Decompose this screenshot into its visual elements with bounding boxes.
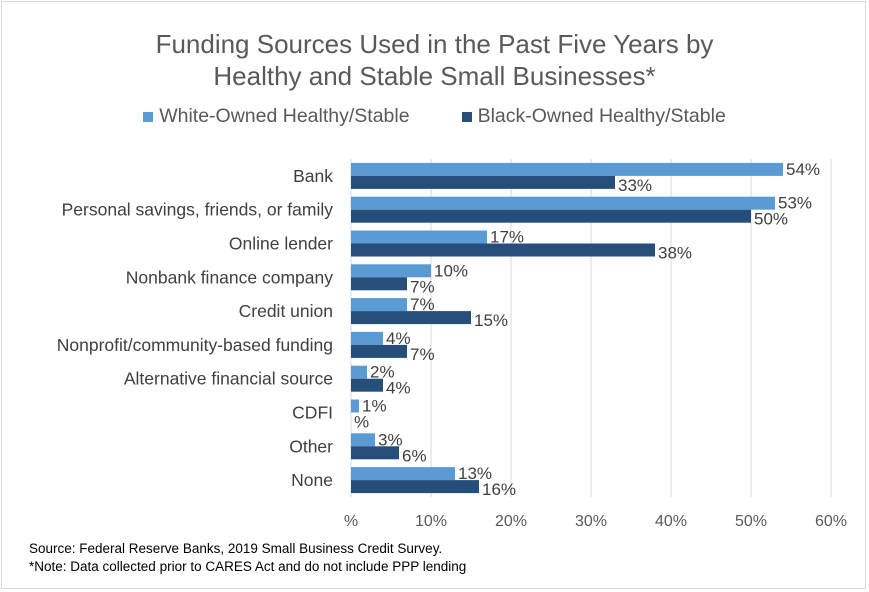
data-label: 10% xyxy=(434,261,468,280)
data-label: 4% xyxy=(386,379,411,398)
x-tick-label: % xyxy=(344,513,358,530)
bar-white-owned xyxy=(351,467,455,481)
bar-white-owned xyxy=(351,365,367,379)
legend-item-black-owned: Black-Owned Healthy/Stable xyxy=(461,105,726,128)
x-tick-label: 20% xyxy=(495,513,527,530)
legend-label-black-owned: Black-Owned Healthy/Stable xyxy=(477,105,726,127)
data-label: % xyxy=(354,413,369,432)
data-label: 7% xyxy=(410,277,435,296)
x-tick-label: 60% xyxy=(815,513,847,530)
bar-black-owned xyxy=(351,480,479,494)
data-note: *Note: Data collected prior to CARES Act… xyxy=(29,559,467,574)
bar-white-owned xyxy=(351,162,783,176)
data-label: 15% xyxy=(474,311,508,330)
bar-white-owned xyxy=(351,433,375,447)
bar-white-owned xyxy=(351,298,407,312)
category-label: Nonprofit/community-based funding xyxy=(57,335,333,355)
data-label: 2% xyxy=(370,363,395,382)
data-label: 33% xyxy=(618,176,652,195)
category-label: Personal savings, friends, or family xyxy=(62,200,334,220)
bar-white-owned xyxy=(351,196,775,210)
bar-white-owned xyxy=(351,230,487,244)
bar-black-owned xyxy=(351,209,751,223)
data-label: 38% xyxy=(658,244,692,263)
category-label: None xyxy=(291,470,333,490)
bar-black-owned xyxy=(351,378,383,392)
category-label: CDFI xyxy=(292,403,333,423)
bar-white-owned xyxy=(351,264,431,278)
category-label: Other xyxy=(289,436,333,456)
data-label: 4% xyxy=(386,329,411,348)
chart-title-line-1: Funding Sources Used in the Past Five Ye… xyxy=(155,29,714,59)
category-label: Online lender xyxy=(229,234,333,254)
bar-white-owned xyxy=(351,331,383,345)
category-label: Bank xyxy=(293,166,333,186)
bar-black-owned xyxy=(351,311,471,325)
data-label: 50% xyxy=(754,210,788,229)
category-label: Credit union xyxy=(239,301,333,321)
data-label: 53% xyxy=(778,194,812,213)
x-tick-label: 50% xyxy=(735,513,767,530)
x-tick-label: 40% xyxy=(655,513,687,530)
legend-item-white-owned: White-Owned Healthy/Stable xyxy=(143,105,410,128)
data-label: 54% xyxy=(786,160,820,179)
data-label: 16% xyxy=(482,480,516,499)
bar-black-owned xyxy=(351,277,407,291)
legend-swatch-black-owned xyxy=(461,111,472,122)
legend-label-white-owned: White-Owned Healthy/Stable xyxy=(159,105,410,127)
x-tick-label: 30% xyxy=(575,513,607,530)
data-label: 7% xyxy=(410,345,435,364)
bar-black-owned xyxy=(351,243,655,257)
x-tick-label: 10% xyxy=(415,513,447,530)
data-label: 6% xyxy=(402,446,427,465)
bar-black-owned xyxy=(351,175,615,189)
bar-white-owned xyxy=(351,399,359,413)
chart-title-line-2: Healthy and Stable Small Businesses* xyxy=(213,61,656,91)
category-label: Nonbank finance company xyxy=(126,267,333,287)
bar-black-owned xyxy=(351,446,399,460)
legend: White-Owned Healthy/Stable Black-Owned H… xyxy=(0,105,869,128)
data-label: 1% xyxy=(362,397,387,416)
data-label: 13% xyxy=(458,464,492,483)
data-label: 3% xyxy=(378,430,403,449)
category-label: Alternative financial source xyxy=(124,369,333,389)
data-label: 17% xyxy=(490,228,524,247)
data-label: 7% xyxy=(410,295,435,314)
source-note: Source: Federal Reserve Banks, 2019 Smal… xyxy=(29,541,443,556)
legend-swatch-white-owned xyxy=(143,111,154,122)
bar-black-owned xyxy=(351,344,407,358)
